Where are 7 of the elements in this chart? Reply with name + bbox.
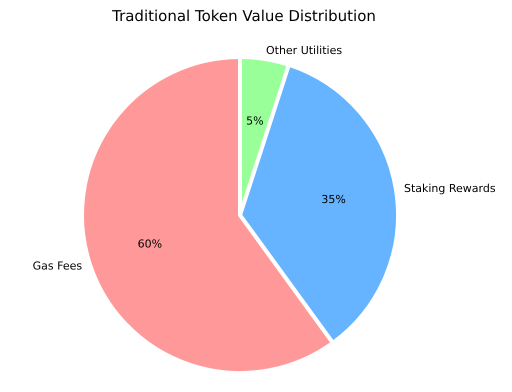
slice-label: Other Utilities <box>266 44 342 58</box>
data-label: 60% <box>138 237 162 250</box>
data-label: 35% <box>321 193 346 206</box>
data-label: 5% <box>246 114 264 128</box>
slice-label: Staking Rewards <box>404 182 496 196</box>
chart-title: Traditional Token Value Distribution <box>111 7 376 25</box>
slice-label: Gas Fees <box>32 259 82 272</box>
